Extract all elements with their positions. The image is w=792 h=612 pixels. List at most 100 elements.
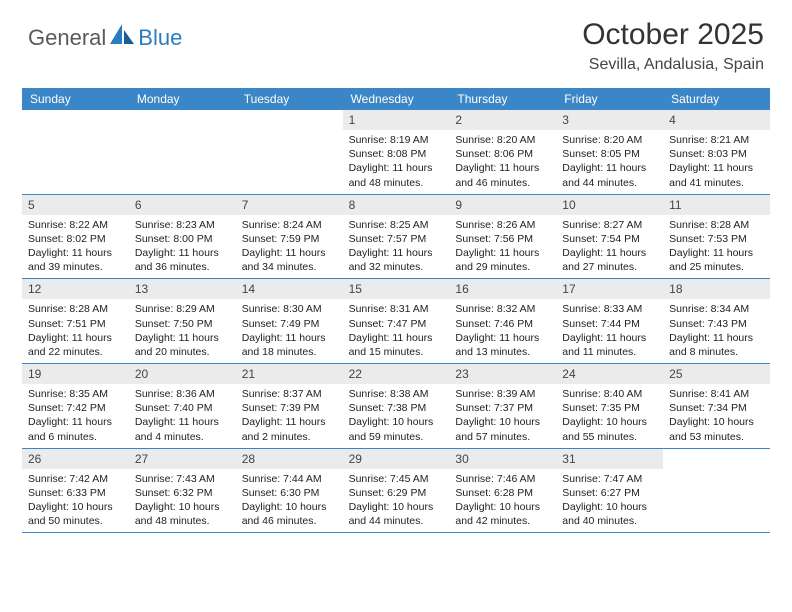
day-info-line: Sunrise: 8:20 AM bbox=[455, 133, 550, 147]
day-info-line: Sunrise: 8:33 AM bbox=[562, 302, 657, 316]
day-info-line: Daylight: 10 hours bbox=[562, 500, 657, 514]
day-info-line: Sunset: 6:28 PM bbox=[455, 486, 550, 500]
day-number: 4 bbox=[663, 110, 770, 130]
day-info: Sunrise: 8:36 AMSunset: 7:40 PMDaylight:… bbox=[129, 387, 236, 444]
day-info-line: Sunset: 7:56 PM bbox=[455, 232, 550, 246]
day-number: 16 bbox=[449, 279, 556, 299]
day-number: 11 bbox=[663, 195, 770, 215]
day-cell bbox=[663, 449, 770, 533]
day-info-line: and 2 minutes. bbox=[242, 430, 337, 444]
day-info-line: and 18 minutes. bbox=[242, 345, 337, 359]
day-info-line: Sunrise: 8:37 AM bbox=[242, 387, 337, 401]
day-cell: 2Sunrise: 8:20 AMSunset: 8:06 PMDaylight… bbox=[449, 110, 556, 194]
day-info: Sunrise: 8:28 AMSunset: 7:51 PMDaylight:… bbox=[22, 302, 129, 359]
day-info-line: and 46 minutes. bbox=[242, 514, 337, 528]
day-number bbox=[663, 449, 770, 469]
day-info-line: Sunset: 7:37 PM bbox=[455, 401, 550, 415]
day-info-line: Daylight: 11 hours bbox=[562, 331, 657, 345]
day-info-line: and 11 minutes. bbox=[562, 345, 657, 359]
day-info-line: Daylight: 10 hours bbox=[349, 500, 444, 514]
day-info-line: and 25 minutes. bbox=[669, 260, 764, 274]
day-info-line: and 41 minutes. bbox=[669, 176, 764, 190]
day-info-line: Daylight: 10 hours bbox=[135, 500, 230, 514]
calendar: SundayMondayTuesdayWednesdayThursdayFrid… bbox=[0, 82, 792, 533]
day-info-line: Daylight: 11 hours bbox=[135, 415, 230, 429]
day-info-line: Sunrise: 8:29 AM bbox=[135, 302, 230, 316]
day-info-line: Sunrise: 7:45 AM bbox=[349, 472, 444, 486]
day-info-line: Sunrise: 8:20 AM bbox=[562, 133, 657, 147]
day-cell: 22Sunrise: 8:38 AMSunset: 7:38 PMDayligh… bbox=[343, 364, 450, 448]
day-cell: 13Sunrise: 8:29 AMSunset: 7:50 PMDayligh… bbox=[129, 279, 236, 363]
day-number: 25 bbox=[663, 364, 770, 384]
day-info-line: Daylight: 10 hours bbox=[242, 500, 337, 514]
day-number: 28 bbox=[236, 449, 343, 469]
day-info-line: and 6 minutes. bbox=[28, 430, 123, 444]
day-info: Sunrise: 8:37 AMSunset: 7:39 PMDaylight:… bbox=[236, 387, 343, 444]
day-info-line: Sunrise: 8:38 AM bbox=[349, 387, 444, 401]
day-info-line: and 22 minutes. bbox=[28, 345, 123, 359]
day-info-line: and 13 minutes. bbox=[455, 345, 550, 359]
day-header: Tuesday bbox=[236, 88, 343, 110]
day-info-line: and 27 minutes. bbox=[562, 260, 657, 274]
day-number: 3 bbox=[556, 110, 663, 130]
week-row: 19Sunrise: 8:35 AMSunset: 7:42 PMDayligh… bbox=[22, 364, 770, 449]
day-info: Sunrise: 8:30 AMSunset: 7:49 PMDaylight:… bbox=[236, 302, 343, 359]
day-info-line: Sunset: 8:03 PM bbox=[669, 147, 764, 161]
day-info-line: Daylight: 11 hours bbox=[455, 331, 550, 345]
day-number: 7 bbox=[236, 195, 343, 215]
day-number: 21 bbox=[236, 364, 343, 384]
day-info-line: Daylight: 11 hours bbox=[455, 161, 550, 175]
day-cell: 12Sunrise: 8:28 AMSunset: 7:51 PMDayligh… bbox=[22, 279, 129, 363]
day-info-line: and 20 minutes. bbox=[135, 345, 230, 359]
day-header: Sunday bbox=[22, 88, 129, 110]
day-info-line: Sunset: 7:57 PM bbox=[349, 232, 444, 246]
day-info-line: Sunset: 7:35 PM bbox=[562, 401, 657, 415]
day-info: Sunrise: 8:32 AMSunset: 7:46 PMDaylight:… bbox=[449, 302, 556, 359]
day-header: Thursday bbox=[449, 88, 556, 110]
day-info-line: Sunset: 7:49 PM bbox=[242, 317, 337, 331]
day-number: 9 bbox=[449, 195, 556, 215]
day-cell: 5Sunrise: 8:22 AMSunset: 8:02 PMDaylight… bbox=[22, 195, 129, 279]
day-info-line: Sunrise: 8:23 AM bbox=[135, 218, 230, 232]
day-info-line: Daylight: 11 hours bbox=[562, 246, 657, 260]
day-info: Sunrise: 8:21 AMSunset: 8:03 PMDaylight:… bbox=[663, 133, 770, 190]
day-info-line: Sunrise: 8:28 AM bbox=[28, 302, 123, 316]
week-row: 12Sunrise: 8:28 AMSunset: 7:51 PMDayligh… bbox=[22, 279, 770, 364]
day-cell: 26Sunrise: 7:42 AMSunset: 6:33 PMDayligh… bbox=[22, 449, 129, 533]
day-info-line: Sunrise: 8:32 AM bbox=[455, 302, 550, 316]
day-number: 1 bbox=[343, 110, 450, 130]
day-info-line: Daylight: 11 hours bbox=[242, 246, 337, 260]
header: General Blue October 2025 Sevilla, Andal… bbox=[0, 0, 792, 82]
day-cell: 23Sunrise: 8:39 AMSunset: 7:37 PMDayligh… bbox=[449, 364, 556, 448]
day-info-line: and 55 minutes. bbox=[562, 430, 657, 444]
day-info: Sunrise: 8:41 AMSunset: 7:34 PMDaylight:… bbox=[663, 387, 770, 444]
day-info-line: Sunset: 7:51 PM bbox=[28, 317, 123, 331]
day-cell: 16 Sunrise: 8:32 AMSunset: 7:46 PMDayligh… bbox=[449, 279, 556, 363]
day-info-line: Sunset: 7:46 PM bbox=[455, 317, 550, 331]
day-info: Sunrise: 8:24 AMSunset: 7:59 PMDaylight:… bbox=[236, 218, 343, 275]
day-info-line: Sunset: 7:50 PM bbox=[135, 317, 230, 331]
day-info-line: Sunset: 8:02 PM bbox=[28, 232, 123, 246]
day-info-line: Sunset: 6:27 PM bbox=[562, 486, 657, 500]
day-info-line: and 39 minutes. bbox=[28, 260, 123, 274]
day-header: Wednesday bbox=[343, 88, 450, 110]
day-number: 30 bbox=[449, 449, 556, 469]
day-info: Sunrise: 8:27 AMSunset: 7:54 PMDaylight:… bbox=[556, 218, 663, 275]
day-header: Monday bbox=[129, 88, 236, 110]
day-cell bbox=[236, 110, 343, 194]
day-cell: 11Sunrise: 8:28 AMSunset: 7:53 PMDayligh… bbox=[663, 195, 770, 279]
week-row: 5Sunrise: 8:22 AMSunset: 8:02 PMDaylight… bbox=[22, 195, 770, 280]
day-info-line: Sunrise: 8:36 AM bbox=[135, 387, 230, 401]
day-info-line: Sunrise: 8:31 AM bbox=[349, 302, 444, 316]
day-info-line: Sunset: 8:06 PM bbox=[455, 147, 550, 161]
month-title: October 2025 bbox=[582, 18, 764, 52]
week-row: 1Sunrise: 8:19 AMSunset: 8:08 PMDaylight… bbox=[22, 110, 770, 195]
day-number bbox=[22, 110, 129, 130]
day-number: 24 bbox=[556, 364, 663, 384]
day-info-line: Sunset: 7:47 PM bbox=[349, 317, 444, 331]
day-info: Sunrise: 7:46 AMSunset: 6:28 PMDaylight:… bbox=[449, 472, 556, 529]
day-info: Sunrise: 8:29 AMSunset: 7:50 PMDaylight:… bbox=[129, 302, 236, 359]
day-info-line: Sunset: 6:32 PM bbox=[135, 486, 230, 500]
day-info-line: and 57 minutes. bbox=[455, 430, 550, 444]
day-info-line: and 48 minutes. bbox=[135, 514, 230, 528]
